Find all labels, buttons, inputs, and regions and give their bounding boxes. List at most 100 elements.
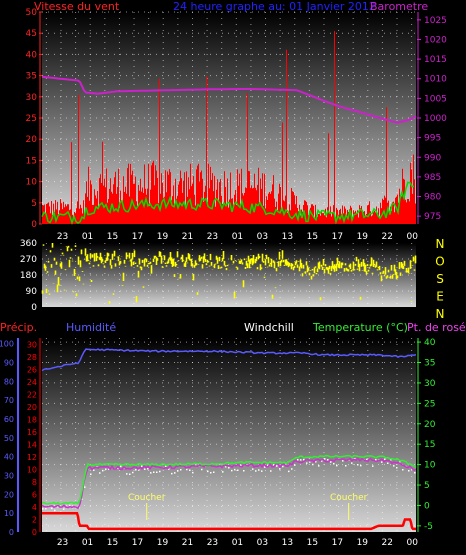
precip-axis-tick: 20 — [27, 403, 37, 412]
x-tick-label: 15 — [107, 232, 118, 242]
baro-axis-tick: 1020 — [424, 35, 447, 45]
x-tick-label: 23 — [57, 538, 68, 548]
x-tick-label: 17 — [132, 232, 143, 242]
compass-letter: O — [435, 255, 444, 269]
wind-axis-tick: 40 — [26, 50, 38, 60]
temperature-humidity-panel: 23 01 15 17 19 21 23 01 03 13 15 17 19 22 000102030405… — [0, 338, 436, 548]
x-tick-label: 13 — [282, 232, 293, 242]
panel3-grid — [42, 338, 416, 532]
temperature-label: Temperature (°C) — [312, 321, 408, 334]
sunset-label: Coucher — [330, 493, 368, 503]
wind-gust-line — [41, 181, 414, 226]
panel1-axes: 23 01 15 17 19 21 23 01 03 13 15 17 19 22 000510152025… — [26, 8, 448, 242]
temperature-axis-tick: 15 — [424, 440, 435, 450]
precip-axis-tick: 12 — [27, 453, 37, 462]
baro-axis-tick: 1005 — [424, 94, 447, 104]
barometer-title: Barometre — [370, 0, 428, 13]
x-tick-label: 21 — [182, 232, 193, 242]
x-tick-label: 19 — [157, 538, 169, 548]
x-tick-label: 22 — [382, 232, 393, 242]
baro-axis-tick: 985 — [424, 173, 441, 183]
compass-letter: N — [436, 237, 445, 251]
temperature-axis-tick: -5 — [424, 522, 433, 532]
panel1-series — [41, 31, 417, 226]
x-tick-label: 17 — [132, 538, 143, 548]
wind-axis-tick: 10 — [26, 178, 38, 188]
precip-axis-tick: 2 — [32, 515, 37, 524]
humidity-axis-tick: 60 — [4, 415, 14, 424]
x-tick-label: 13 — [282, 538, 293, 548]
wind-axis-tick: 25 — [26, 114, 37, 124]
precip-axis-tick: 18 — [27, 415, 37, 424]
x-tick-label: 15 — [107, 538, 118, 548]
windchill-label: Windchill — [244, 321, 294, 334]
panel3-series — [41, 348, 417, 531]
wind-axis-tick: 30 — [26, 93, 38, 103]
precip-axis-tick: 24 — [27, 378, 37, 387]
wind-axis-tick: 50 — [26, 8, 38, 18]
precip-axis-tick: 30 — [27, 340, 37, 349]
precip-line — [42, 511, 416, 531]
direction-axis-tick: 0 — [31, 303, 37, 313]
precip-axis-tick: 8 — [32, 478, 37, 487]
baro-axis-tick: 980 — [424, 193, 441, 203]
humidity-axis-tick: 0 — [9, 528, 14, 537]
precip-axis-tick: 14 — [27, 440, 37, 449]
humidity-line — [41, 348, 417, 372]
chart-date-title: 24 heure graphe au: 01 Janvier 2012 — [173, 0, 376, 13]
direction-axis-tick: 360 — [20, 239, 37, 249]
wind-speed-title: Vitesse du vent — [34, 0, 120, 13]
direction-axis-tick: 180 — [20, 271, 37, 281]
x-tick-label: 01 — [232, 232, 243, 242]
x-tick-label: 15 — [307, 232, 318, 242]
temperature-axis-tick: 20 — [424, 420, 436, 430]
wind-direction-trace — [41, 243, 417, 304]
humidity-axis-tick: 30 — [4, 471, 14, 480]
temperature-axis-tick: 30 — [424, 379, 436, 389]
x-tick-label: 00 — [407, 538, 419, 548]
precip-label: Précip. — [0, 321, 37, 334]
x-tick-label: 22 — [382, 538, 393, 548]
precip-axis-tick: 28 — [27, 353, 37, 362]
wind-barometer-panel: 23 01 15 17 19 21 23 01 03 13 15 17 19 22 000510152025… — [26, 8, 448, 242]
barometer-line — [41, 75, 417, 124]
temperature-axis-tick: 0 — [424, 501, 430, 511]
panel2-grid — [42, 243, 416, 307]
panel3-axes: 23 01 15 17 19 21 23 01 03 13 15 17 19 22 000102030405… — [0, 338, 436, 548]
wind-axis-tick: 15 — [26, 156, 37, 166]
dewpoint-line — [41, 457, 417, 510]
x-tick-label: 01 — [82, 232, 93, 242]
temperature-line — [41, 454, 417, 506]
baro-axis-tick: 975 — [424, 212, 441, 222]
wind-axis-tick: 45 — [26, 29, 37, 39]
x-tick-label: 19 — [357, 538, 369, 548]
sunset-label: Coucher — [128, 493, 166, 503]
humidity-axis-tick: 50 — [4, 434, 14, 443]
x-tick-label: 15 — [307, 538, 318, 548]
x-tick-label: 23 — [57, 232, 68, 242]
baro-axis-tick: 1000 — [424, 114, 447, 124]
x-tick-label: 00 — [407, 232, 419, 242]
panel2-series — [41, 243, 417, 304]
humidity-axis-tick: 90 — [4, 358, 14, 367]
compass-letter: E — [436, 290, 444, 304]
humidity-axis-tick: 20 — [4, 490, 14, 499]
x-tick-label: 17 — [332, 232, 343, 242]
x-tick-label: 21 — [182, 538, 193, 548]
temperature-axis-tick: 5 — [424, 481, 430, 491]
humidity-axis-tick: 70 — [4, 396, 14, 405]
wind-axis-tick: 5 — [31, 199, 37, 209]
precip-axis-tick: 26 — [27, 365, 37, 374]
x-tick-label: 03 — [257, 232, 268, 242]
humidity-axis-tick: 10 — [4, 509, 14, 518]
x-tick-label: 23 — [207, 232, 218, 242]
temperature-axis-tick: 10 — [424, 461, 436, 471]
precip-axis-tick: 0 — [32, 528, 37, 537]
x-tick-label: 23 — [207, 538, 218, 548]
precip-axis-tick: 16 — [27, 428, 37, 437]
precip-axis-tick: 6 — [32, 490, 37, 499]
temperature-axis-tick: 25 — [424, 399, 435, 409]
humidity-axis-tick: 80 — [4, 377, 14, 386]
